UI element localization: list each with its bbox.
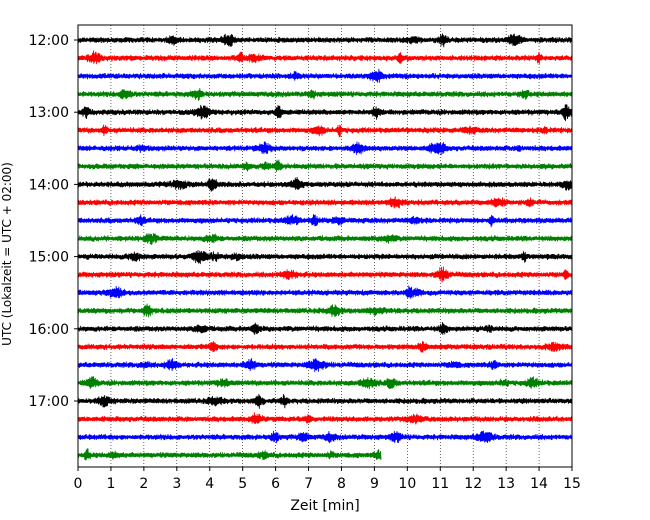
x-tick-label: 3 bbox=[172, 476, 181, 492]
y-tick-label: 14:00 bbox=[29, 177, 69, 193]
traces bbox=[77, 33, 573, 461]
trace-1400 bbox=[77, 176, 573, 192]
x-tick-label: 1 bbox=[106, 476, 115, 492]
trace-1430 bbox=[77, 213, 573, 228]
x-tick-label: 14 bbox=[530, 476, 548, 492]
x-tick-label: 5 bbox=[238, 476, 247, 492]
trace-1230 bbox=[77, 68, 573, 83]
trace-1415 bbox=[77, 196, 573, 209]
trace-1245 bbox=[77, 87, 573, 102]
x-tick-label: 6 bbox=[271, 476, 280, 492]
x-tick-label: 9 bbox=[370, 476, 379, 492]
trace-1215 bbox=[77, 50, 573, 65]
x-axis: 0 1 2 3 4 5 6 7 8 9 10 11 12 13 14 15 bbox=[74, 467, 581, 492]
trace-1730 bbox=[77, 430, 573, 444]
x-tick-label: 7 bbox=[304, 476, 313, 492]
x-tick-label: 4 bbox=[205, 476, 214, 492]
y-axis-label: UTC (Lokalzeit = UTC + 02:00) bbox=[0, 162, 14, 346]
trace-1545 bbox=[77, 303, 573, 318]
y-tick-label: 13:00 bbox=[29, 105, 69, 121]
y-axis: 12:00 13:00 14:00 15:00 16:00 17:00 bbox=[29, 33, 78, 410]
x-tick-label: 11 bbox=[431, 476, 449, 492]
trace-1600 bbox=[77, 321, 573, 335]
trace-1630 bbox=[77, 357, 573, 372]
trace-1530 bbox=[77, 285, 573, 299]
x-tick-label: 10 bbox=[398, 476, 416, 492]
x-axis-label: Zeit [min] bbox=[290, 498, 359, 514]
trace-1300 bbox=[77, 104, 573, 122]
trace-1345 bbox=[77, 159, 573, 173]
trace-1315 bbox=[77, 124, 573, 138]
y-tick-label: 16:00 bbox=[29, 322, 69, 338]
trace-1200 bbox=[77, 33, 573, 48]
trace-1445 bbox=[77, 232, 573, 246]
x-tick-label: 8 bbox=[337, 476, 346, 492]
plot-frame bbox=[77, 24, 573, 468]
y-tick-label: 15:00 bbox=[29, 250, 69, 266]
x-tick-label: 12 bbox=[464, 476, 482, 492]
x-tick-label: 2 bbox=[139, 476, 148, 492]
trace-1500 bbox=[77, 249, 573, 265]
trace-1745 bbox=[77, 448, 382, 461]
x-tick-label: 13 bbox=[497, 476, 515, 492]
trace-1700 bbox=[77, 393, 573, 409]
trace-1715 bbox=[77, 412, 573, 425]
y-tick-label: 12:00 bbox=[29, 33, 69, 49]
trace-1515 bbox=[77, 266, 573, 283]
trace-1330 bbox=[77, 141, 573, 156]
y-tick-label: 17:00 bbox=[29, 394, 69, 410]
trace-1645 bbox=[77, 376, 573, 390]
trace-1615 bbox=[77, 340, 573, 353]
x-tick-label: 0 bbox=[74, 476, 83, 492]
x-tick-label: 15 bbox=[563, 476, 581, 492]
